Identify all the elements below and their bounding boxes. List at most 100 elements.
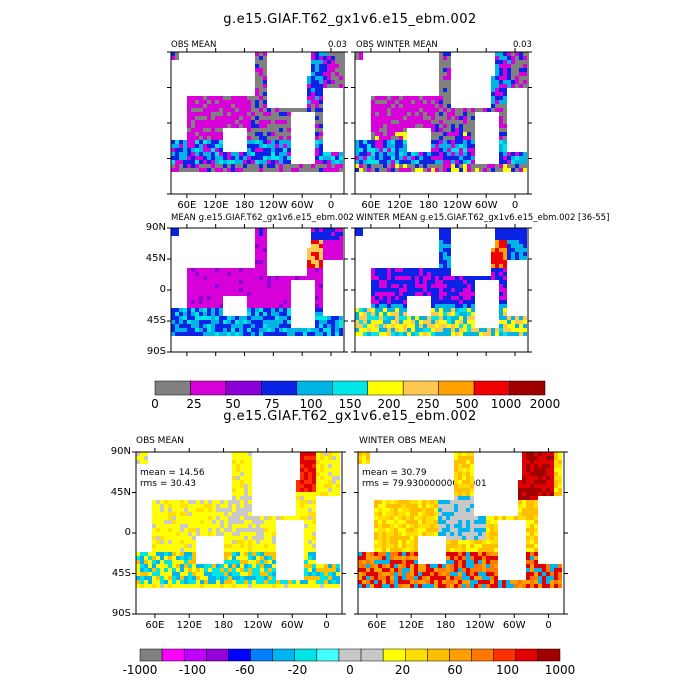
ocean-cell [148,580,152,584]
ocean-cell [387,280,391,284]
ocean-cell [292,584,296,588]
ocean-cell [324,572,328,576]
colorbar-top-label: 250 [416,397,440,411]
ocean-cell [243,164,247,168]
ocean-cell [227,324,231,328]
ocean-cell [308,468,312,472]
ocean-cell [427,116,431,120]
ocean-cell [418,524,422,528]
ocean-cell [467,164,471,168]
ocean-cell [371,132,375,136]
ocean-cell [227,280,231,284]
ocean-cell [470,496,474,500]
ocean-cell [471,132,475,136]
ocean-cell [287,276,291,280]
ocean-cell [510,584,514,588]
ocean-cell [219,312,223,316]
ocean-cell [414,516,418,520]
ocean-cell [247,140,251,144]
ocean-cell [187,148,191,152]
ocean-cell [439,232,443,236]
ocean-cell [283,308,287,312]
ocean-cell [200,580,204,584]
ocean-cell [311,68,315,72]
colorbar-top-label: 50 [225,397,241,411]
ocean-cell [534,476,538,480]
ocean-cell [423,152,427,156]
ocean-cell [402,580,406,584]
ocean-cell [395,96,399,100]
ocean-cell [196,504,200,508]
ocean-cell [450,508,454,512]
ocean-cell [235,316,239,320]
ocean-cell [506,516,510,520]
ocean-cell [455,124,459,128]
ocean-cell [219,300,223,304]
ocean-cell [315,240,319,244]
ocean-cell [244,472,248,476]
ocean-cell [419,124,423,128]
ocean-cell [324,468,328,472]
ocean-cell [466,564,470,568]
ocean-cell [339,52,343,56]
ocean-cell [175,232,179,236]
ocean-cell [379,324,383,328]
ocean-cell [199,140,203,144]
ocean-cell [375,168,379,172]
ocean-cell [446,580,450,584]
ocean-cell [542,480,546,484]
ocean-cell [371,284,375,288]
ocean-cell [383,304,387,308]
panel6-rms: rms = 79.93000000000001 [362,479,487,489]
ocean-cell [406,524,410,528]
ocean-cell [471,112,475,116]
ocean-cell [406,576,410,580]
ocean-cell [415,320,419,324]
ocean-cell [383,300,387,304]
ocean-cell [382,540,386,544]
ocean-cell [395,296,399,300]
ocean-cell [407,116,411,120]
ocean-cell [316,572,320,576]
ocean-cell [447,92,451,96]
ocean-cell [327,332,331,336]
ocean-cell [491,104,495,108]
ocean-cell [263,104,267,108]
ocean-cell [160,552,164,556]
ocean-cell [192,500,196,504]
ocean-cell [407,100,411,104]
ocean-cell [255,260,259,264]
ocean-cell [422,504,426,508]
ocean-cell [204,508,208,512]
ocean-cell [339,64,343,68]
ocean-cell [399,124,403,128]
colorbar-bottom-swatch [272,648,295,662]
ocean-cell [227,288,231,292]
ocean-cell [406,504,410,508]
ocean-cell [259,144,263,148]
ocean-cell [399,168,403,172]
ocean-cell [418,584,422,588]
ocean-cell [203,292,207,296]
ocean-cell [478,524,482,528]
ocean-cell [383,136,387,140]
ocean-cell [523,164,527,168]
ocean-cell [160,560,164,564]
ocean-cell [355,316,359,320]
ocean-cell [470,452,474,456]
ocean-cell [235,120,239,124]
ocean-cell [455,276,459,280]
ocean-cell [260,556,264,560]
ocean-cell [251,120,255,124]
ocean-cell [247,116,251,120]
ocean-cell [204,564,208,568]
ocean-cell [499,228,503,232]
ocean-cell [324,452,328,456]
ocean-cell [419,156,423,160]
ocean-cell [332,584,336,588]
ocean-cell [482,564,486,568]
ocean-cell [220,508,224,512]
ocean-cell [199,96,203,100]
ocean-cell [296,580,300,584]
ocean-cell [363,140,367,144]
